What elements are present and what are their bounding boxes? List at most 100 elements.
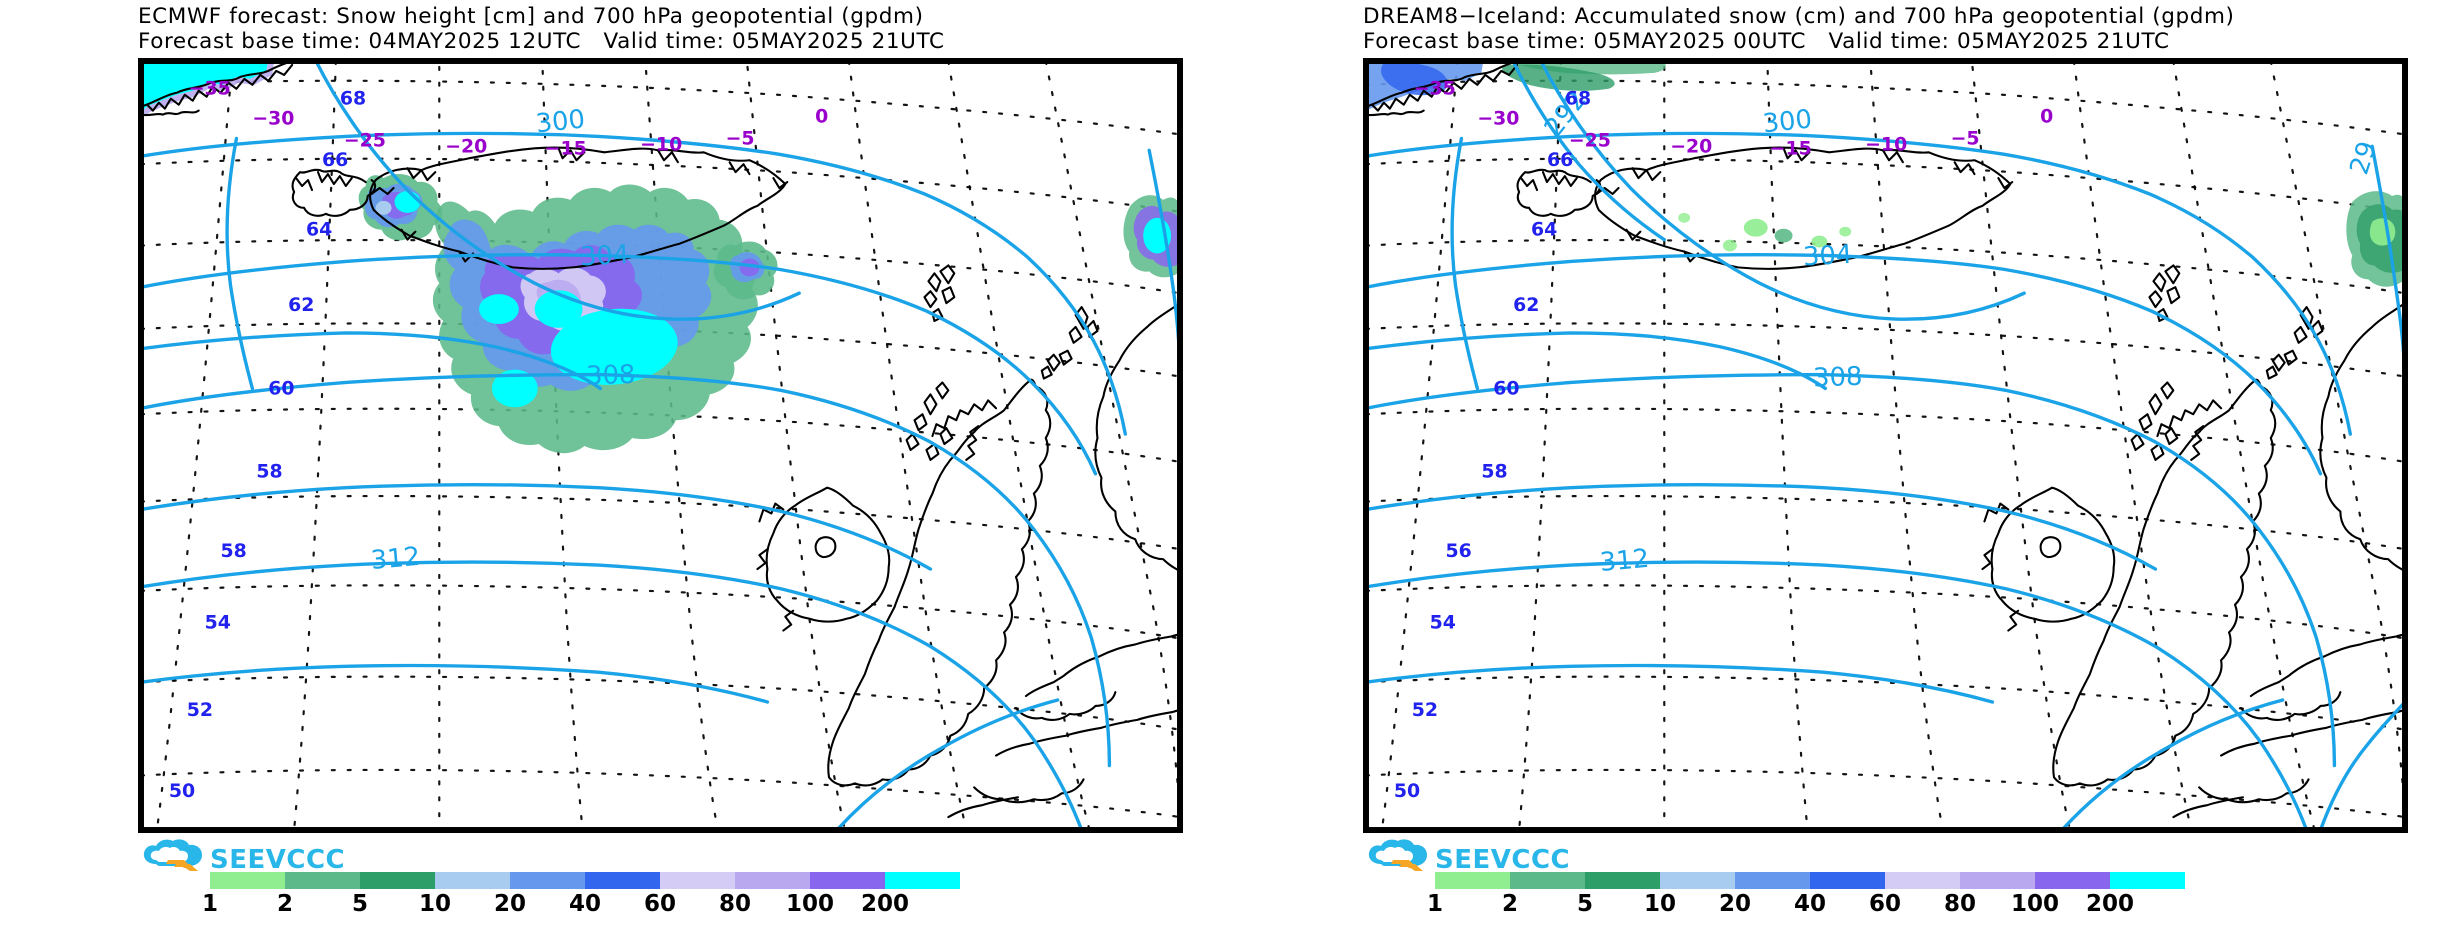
colorbar-band-40: [585, 872, 660, 889]
colorbar-band-200: [885, 872, 960, 889]
colorbar-strip-right: [1435, 872, 2185, 889]
svg-text:308: 308: [1813, 362, 1863, 394]
svg-text:62: 62: [1513, 294, 1539, 316]
seevccc-logo-svg-right: SEEVCCC: [1368, 839, 1570, 875]
colorbar-tick-60: 60: [643, 891, 677, 917]
colorbar-strip-left: [210, 872, 960, 889]
colorbar-band-5: [1585, 872, 1660, 889]
svg-text:0: 0: [815, 106, 828, 128]
colorbar-band-1: [1435, 872, 1510, 889]
panel-ecmwf-title-line-2: Forecast base time: 04MAY2025 12UTC Vali…: [138, 29, 945, 54]
svg-text:−10: −10: [640, 133, 682, 155]
svg-text:312: 312: [370, 542, 422, 576]
panel-dream8-title-block: DREAM8−Iceland: Accumulated snow (cm) an…: [1363, 4, 2428, 54]
cloud-icon: [1368, 839, 1427, 871]
svg-text:68: 68: [1565, 88, 1591, 110]
colorbar-tick-2: 2: [1501, 891, 1519, 917]
colorbar-labels-left: 1 2 5 10 20 40 60 80 100 200: [202, 889, 960, 919]
colorbar-band-100: [2035, 872, 2110, 889]
svg-text:58: 58: [221, 540, 247, 562]
panel-ecmwf-title-line-1: ECMWF forecast: Snow height [cm] and 700…: [138, 4, 924, 29]
panel-ecmwf-map-svg: 300 304 308 312 68 66 64 62 60 58 58: [141, 61, 1180, 830]
latitude-labels: 68 66 64 62 60 58 58 54 52 50: [169, 88, 366, 803]
svg-text:50: 50: [169, 780, 195, 802]
svg-text:66: 66: [1547, 149, 1573, 171]
colorbar-band-20: [510, 872, 585, 889]
svg-text:−5: −5: [726, 127, 755, 149]
svg-text:308: 308: [586, 360, 636, 392]
seevccc-logo-right: SEEVCCC: [1365, 838, 1575, 878]
svg-text:56: 56: [1446, 540, 1472, 562]
colorbar-tick-5: 5: [1576, 891, 1594, 917]
svg-text:−35: −35: [189, 78, 231, 100]
colorbar-band-5: [360, 872, 435, 889]
panel-dream8-map: 292 300 29 304 308 312 68 66 64 62 60: [1363, 58, 2408, 833]
colorbar-tick-100: 100: [2010, 891, 2060, 917]
colorbar-tick-40: 40: [1793, 891, 1827, 917]
svg-text:62: 62: [288, 294, 314, 316]
coastlines: [141, 61, 1180, 819]
svg-text:58: 58: [1481, 461, 1507, 483]
graticule-longitudes: [1380, 61, 2405, 830]
colorbar-band-200: [2110, 872, 2185, 889]
colorbar-tick-10: 10: [1643, 891, 1677, 917]
svg-text:−15: −15: [545, 137, 587, 159]
svg-text:−25: −25: [1569, 129, 1611, 151]
svg-text:−10: −10: [1865, 133, 1907, 155]
colorbar-labels-right: 1 2 5 10 20 40 60 80 100 200: [1427, 889, 2185, 919]
contour-labels: 300 304 308 312: [370, 104, 636, 576]
colorbar-tick-1: 1: [1426, 891, 1444, 917]
colorbar-tick-200: 200: [860, 891, 910, 917]
svg-text:−35: −35: [1414, 78, 1456, 100]
colorbar-right: 1 2 5 10 20 40 60 80 100 200: [1427, 872, 2185, 920]
svg-text:−30: −30: [1477, 108, 1519, 130]
seevccc-logo-left: SEEVCCC: [140, 838, 350, 878]
svg-text:60: 60: [268, 377, 294, 399]
geopotential-contours: [141, 61, 1180, 830]
svg-text:300: 300: [534, 104, 586, 139]
colorbar-band-80: [1960, 872, 2035, 889]
geopotential-contours: [1366, 61, 2405, 830]
svg-text:−20: −20: [1670, 135, 1712, 157]
colorbar-tick-10: 10: [418, 891, 452, 917]
colorbar-tick-40: 40: [568, 891, 602, 917]
colorbar-tick-2: 2: [276, 891, 294, 917]
colorbar-band-1: [210, 872, 285, 889]
colorbar-tick-80: 80: [718, 891, 752, 917]
panel-dream8: DREAM8−Iceland: Accumulated snow (cm) an…: [1225, 0, 2449, 925]
graticule-longitudes: [155, 61, 1180, 830]
svg-text:300: 300: [1761, 104, 1813, 139]
colorbar-band-10: [435, 872, 510, 889]
svg-text:54: 54: [1430, 612, 1456, 634]
svg-text:68: 68: [340, 88, 366, 110]
colorbar-band-40: [1810, 872, 1885, 889]
seevccc-logo-text: SEEVCCC: [210, 845, 345, 875]
svg-text:−20: −20: [445, 135, 487, 157]
seevccc-logo-text: SEEVCCC: [1435, 845, 1570, 875]
cloud-icon: [143, 839, 202, 871]
colorbar-band-100: [810, 872, 885, 889]
colorbar-tick-100: 100: [785, 891, 835, 917]
svg-text:64: 64: [1531, 219, 1557, 241]
colorbar-band-2: [285, 872, 360, 889]
svg-text:54: 54: [205, 612, 231, 634]
colorbar-left: 1 2 5 10 20 40 60 80 100 200: [202, 872, 960, 920]
svg-text:0: 0: [2040, 106, 2053, 128]
svg-text:60: 60: [1493, 377, 1519, 399]
svg-text:−30: −30: [252, 108, 294, 130]
svg-text:50: 50: [1394, 780, 1420, 802]
colorbar-band-20: [1735, 872, 1810, 889]
longitude-labels: −35 −30 −25 −20 −15 −10 −5 0: [189, 78, 829, 160]
latitude-labels: 68 66 64 62 60 58 56 54 52 50: [1394, 88, 1591, 803]
svg-text:312: 312: [1599, 544, 1651, 578]
svg-text:58: 58: [256, 461, 282, 483]
svg-text:52: 52: [187, 699, 213, 721]
colorbar-tick-60: 60: [1868, 891, 1902, 917]
svg-text:−25: −25: [344, 129, 386, 151]
svg-text:−5: −5: [1951, 127, 1980, 149]
colorbar-tick-20: 20: [1718, 891, 1752, 917]
svg-text:64: 64: [306, 219, 332, 241]
svg-text:304: 304: [1802, 240, 1853, 273]
colorbar-tick-80: 80: [1943, 891, 1977, 917]
